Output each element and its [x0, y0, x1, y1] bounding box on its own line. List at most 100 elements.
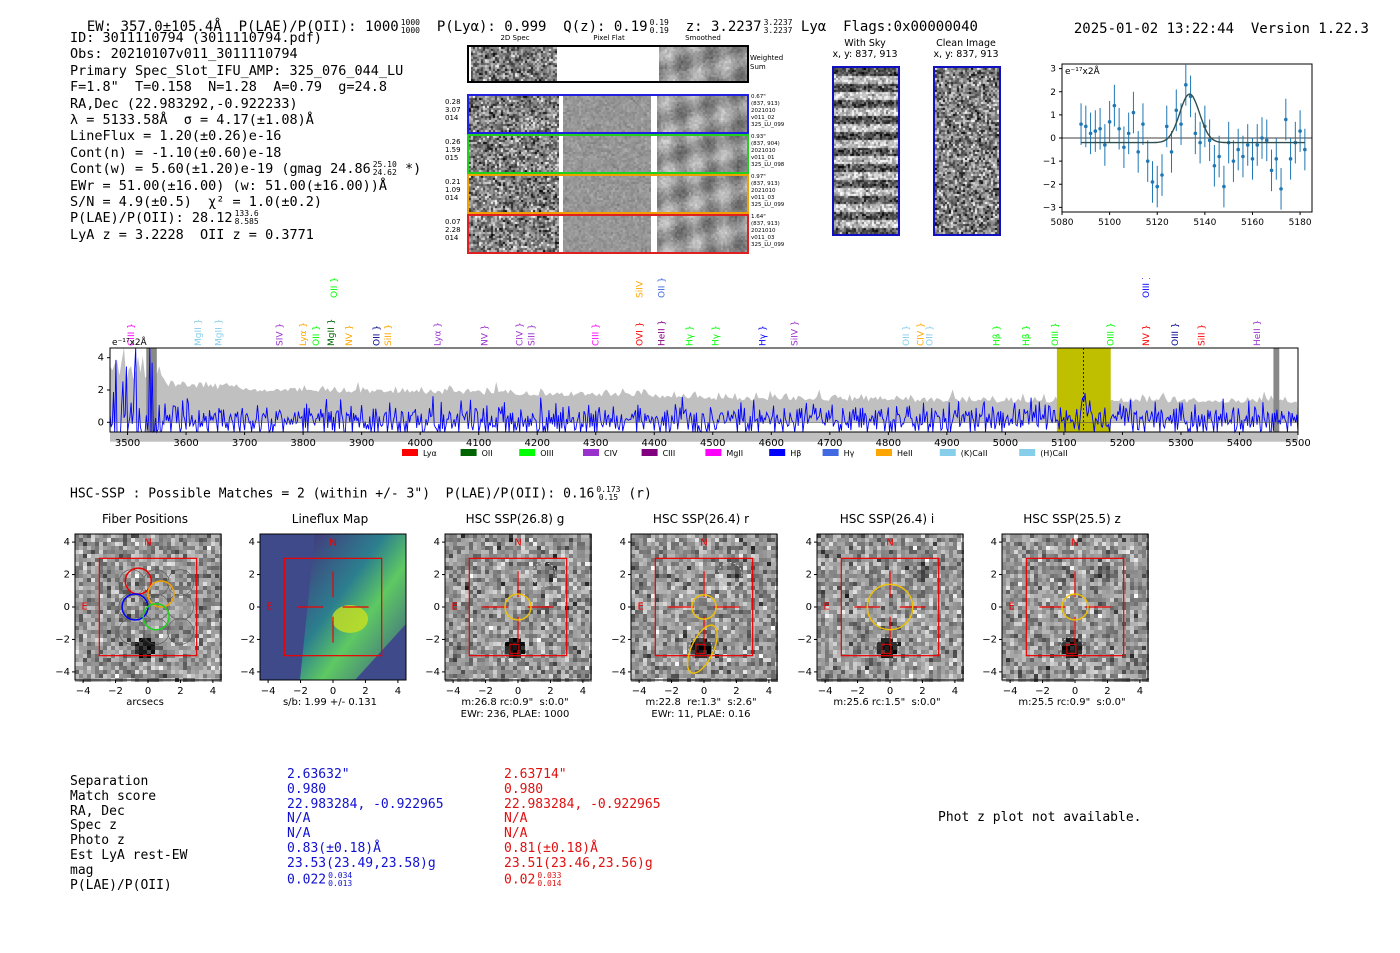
pixel: [131, 546, 135, 550]
pixel: [505, 622, 509, 626]
legend-label: Lyα: [423, 449, 437, 458]
pixel: [83, 542, 87, 546]
pixel: [545, 602, 549, 606]
pixel: [497, 606, 501, 610]
pixel: [91, 606, 95, 610]
pixel: [127, 586, 131, 590]
pixel: [203, 634, 207, 638]
panel-title: Fiber Positions: [101, 512, 189, 526]
pixel: [485, 598, 489, 602]
spectrum-xtick-label: 4700: [817, 438, 842, 449]
pixel: [747, 542, 751, 546]
pixel: [631, 630, 635, 634]
pixel: [909, 550, 913, 554]
pixel: [453, 662, 457, 666]
pixel: [861, 558, 865, 562]
pixel: [199, 674, 203, 678]
pixel: [747, 638, 751, 642]
pixel: [739, 606, 743, 610]
pixel: [703, 590, 707, 594]
line-label-text: NV }: [345, 325, 355, 346]
pixel: [905, 558, 909, 562]
pixel: [159, 558, 163, 562]
pixel: [123, 562, 127, 566]
pixel: [557, 602, 561, 606]
pixel: [723, 594, 727, 598]
pixel: [497, 574, 501, 578]
pixel: [525, 638, 529, 642]
pixel: [83, 670, 87, 674]
pixel: [655, 582, 659, 586]
pixel: [541, 646, 545, 650]
panel-xtick-label: 2: [547, 686, 553, 697]
pixel: [735, 622, 739, 626]
pixel: [683, 554, 687, 558]
pixel: [651, 574, 655, 578]
pixel: [885, 546, 889, 550]
panel-xtick-label: 0: [330, 686, 336, 697]
pixel: [187, 598, 191, 602]
pixel: [493, 546, 497, 550]
pixel: [569, 594, 573, 598]
pixel: [513, 586, 517, 590]
pixel: [521, 598, 525, 602]
pixel: [517, 630, 521, 634]
pixel: [179, 550, 183, 554]
pixel: [529, 590, 533, 594]
pixel: [731, 562, 735, 566]
pixel: [87, 674, 91, 678]
pixel: [885, 542, 889, 546]
pixel: [525, 598, 529, 602]
pixel: [111, 602, 115, 606]
pixel: [667, 618, 671, 622]
line-label-text: OII }: [657, 278, 667, 298]
pixel: [743, 646, 747, 650]
pixel: [485, 574, 489, 578]
pixel: [103, 602, 107, 606]
pixel: [215, 642, 219, 646]
pixel: [585, 578, 589, 582]
pixel: [195, 542, 199, 546]
pixel: [723, 566, 727, 570]
pixel: [747, 642, 751, 646]
pixel: [553, 614, 557, 618]
pixel: [537, 578, 541, 582]
pixel: [529, 634, 533, 638]
pixel: [635, 574, 639, 578]
pixel: [577, 578, 581, 582]
pixel: [107, 622, 111, 626]
pixel: [561, 590, 565, 594]
pixel: [131, 590, 135, 594]
pixel: [739, 570, 743, 574]
pixel: [159, 634, 163, 638]
pixel: [91, 582, 95, 586]
cont-w-bounds: 25.10 24.62: [373, 161, 397, 177]
pixel: [957, 534, 961, 538]
pixel: [545, 646, 549, 650]
pixel: [679, 586, 683, 590]
pixel: [179, 614, 183, 618]
pixel: [679, 606, 683, 610]
pixel: [147, 574, 151, 578]
pixel: [541, 674, 545, 678]
pixel: [107, 666, 111, 670]
pixel: [207, 646, 211, 650]
pixel: [747, 674, 751, 678]
pixel: [715, 562, 719, 566]
pixel: [83, 606, 87, 610]
pixel: [457, 658, 461, 662]
pixel: [517, 582, 521, 586]
pixel: [873, 558, 877, 562]
pixel: [473, 562, 477, 566]
pixel: [663, 574, 667, 578]
pixel: [759, 578, 763, 582]
pixel: [759, 562, 763, 566]
pixel: [493, 614, 497, 618]
pixel: [905, 546, 909, 550]
pixel: [643, 610, 647, 614]
pixel: [203, 566, 207, 570]
pixel: [457, 598, 461, 602]
pixel: [731, 598, 735, 602]
pixel: [731, 634, 735, 638]
